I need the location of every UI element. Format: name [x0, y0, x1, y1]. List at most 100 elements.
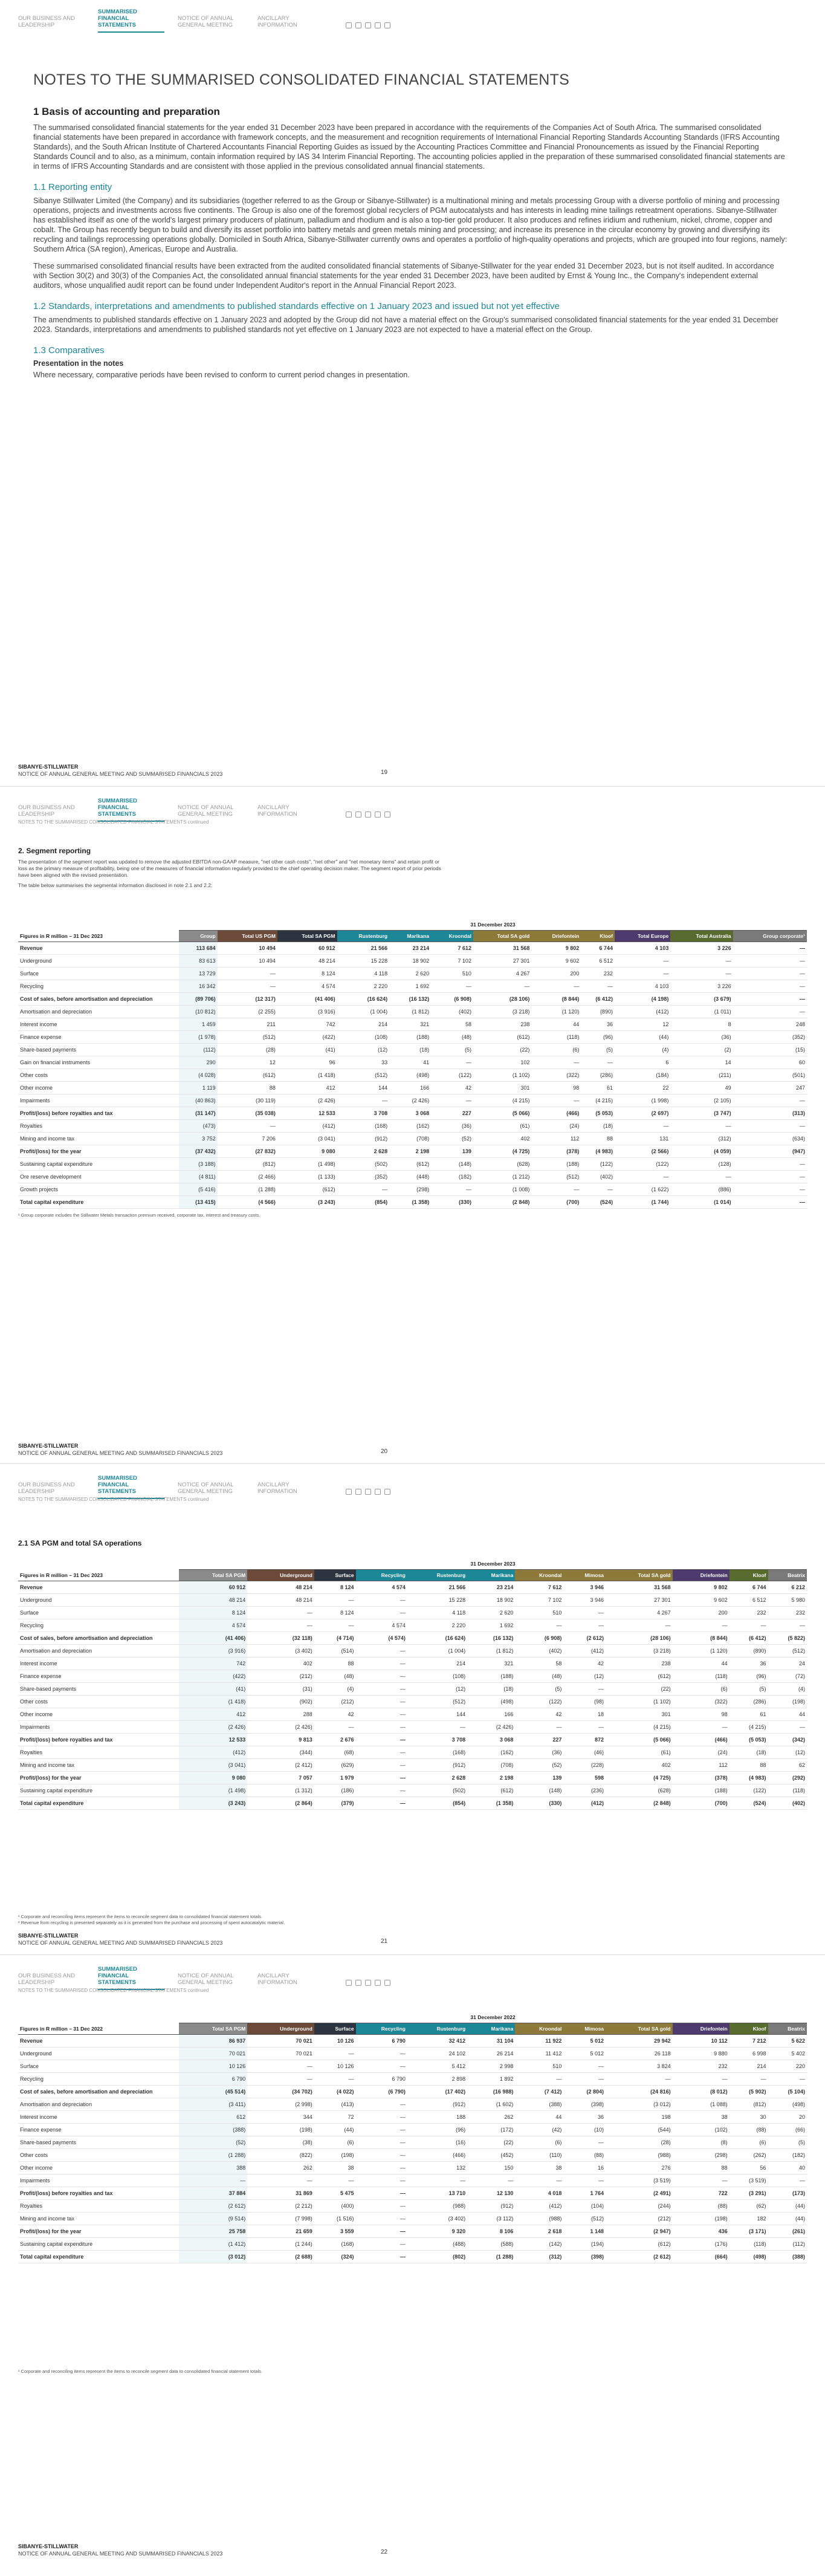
table-cell: (412): [179, 1746, 248, 1759]
nav-icon[interactable]: [375, 812, 381, 818]
table-cell: 11 922: [515, 2034, 564, 2047]
table-cell: (98): [563, 1695, 606, 1708]
nav-tab[interactable]: ANCILLARY INFORMATION: [257, 804, 297, 818]
table-cell: 27 301: [473, 954, 532, 968]
table-row: Underground 83 613 10 494 48 214 15 228 18 90…: [18, 954, 807, 968]
table-cell: 7 206: [217, 1132, 277, 1145]
table-cell: —: [563, 1619, 606, 1632]
table-cell: (2 426): [247, 1720, 314, 1734]
row-label: Total capital expenditure: [18, 1797, 179, 1810]
table-cell: —: [355, 2225, 407, 2238]
table-row: Interest income 1 459 211 742 214 321 58 238 44 3…: [18, 1018, 807, 1031]
nav-icon[interactable]: [384, 22, 390, 28]
nav-icon[interactable]: [365, 1980, 371, 1986]
table-cell: (168): [337, 1119, 390, 1133]
table-cell: —: [314, 2047, 356, 2060]
table-cell: (10): [563, 2123, 606, 2136]
table-cell: 83 613: [179, 954, 218, 968]
table-cell: 86 937: [179, 2034, 248, 2047]
nav-tab[interactable]: NOTICE OF ANNUAL GENERAL MEETING: [178, 1973, 234, 1986]
period-header: 31 December 2023: [179, 919, 807, 931]
table-cell: 44: [515, 2110, 564, 2124]
page-footer: SIBANYE-STILLWATER NOTICE OF ANNUAL GENER…: [18, 1932, 222, 1947]
nav-icon[interactable]: [375, 1980, 381, 1986]
nav-tab[interactable]: SUMMARISED FINANCIAL STATEMENTS: [98, 1475, 164, 1499]
table-cell: (498): [389, 1068, 432, 1082]
table-cell: (4): [314, 1682, 356, 1696]
nav-icon[interactable]: [365, 22, 371, 28]
nav-tab[interactable]: SUMMARISED FINANCIAL STATEMENTS: [98, 1966, 164, 1990]
table-row: Amortisation and depreciation (3 411) (2 9…: [18, 2098, 807, 2111]
table-row: Revenue 60 912 48 214 8 124 4 574 21 566 23 21…: [18, 1581, 807, 1594]
table-cell: (5): [515, 1682, 564, 1696]
column-header: Rustenburg: [407, 1569, 468, 1581]
table-cell: 1 459: [179, 1018, 218, 1031]
table-cell: —: [355, 2174, 407, 2187]
column-header: Kroondal: [431, 930, 473, 942]
table-cell: —: [247, 1619, 314, 1632]
nav-icon[interactable]: [365, 1489, 371, 1495]
table-cell: (10 812): [179, 1005, 218, 1018]
table-cell: (118): [672, 1670, 730, 1683]
table-cell: 8 124: [179, 1606, 248, 1619]
table-cell: 9 813: [247, 1733, 314, 1746]
nav-icon[interactable]: [384, 1980, 390, 1986]
table-cell: 722: [672, 2187, 730, 2200]
nav-icon[interactable]: [384, 1489, 390, 1495]
table-cell: (7 412): [515, 2085, 564, 2098]
nav-tab[interactable]: NOTICE OF ANNUAL GENERAL MEETING: [178, 804, 234, 818]
table-row: Other costs (1 288) (822) (198) — (466) (452)(…: [18, 2148, 807, 2162]
table-cell: 6 744: [581, 942, 615, 955]
table-cell: (96): [581, 1030, 615, 1044]
table-cell: 4 267: [473, 967, 532, 980]
table-cell: 10 112: [672, 2034, 730, 2047]
nav-icon[interactable]: [346, 812, 352, 818]
table-cell: (24): [531, 1119, 581, 1133]
nav-icon[interactable]: [346, 1489, 352, 1495]
nav-icon[interactable]: [365, 812, 371, 818]
table-cell: 402: [473, 1132, 532, 1145]
nav-icon[interactable]: [355, 1489, 361, 1495]
table-cell: 3 708: [407, 1733, 468, 1746]
nav-tab[interactable]: SUMMARISED FINANCIAL STATEMENTS: [98, 8, 164, 33]
table-cell: (473): [179, 1119, 218, 1133]
nav-tab[interactable]: OUR BUSINESS AND LEADERSHIP: [18, 1482, 75, 1495]
nav-icon[interactable]: [355, 22, 361, 28]
row-label: Mining and income tax: [18, 1132, 179, 1145]
nav-tab[interactable]: OUR BUSINESS AND LEADERSHIP: [18, 804, 75, 818]
nav-icon[interactable]: [384, 812, 390, 818]
table-cell: (812): [217, 1157, 277, 1171]
nav-tab[interactable]: ANCILLARY INFORMATION: [257, 1973, 297, 1986]
nav-tab[interactable]: SUMMARISED FINANCIAL STATEMENTS: [98, 798, 164, 822]
nav-icon[interactable]: [375, 22, 381, 28]
nav-icon[interactable]: [355, 812, 361, 818]
table-cell: —: [217, 967, 277, 980]
table-body: Revenue 113 684 10 494 60 912 21 566 23 214 7 …: [18, 942, 807, 1209]
table-cell: (2 864): [247, 1797, 314, 1810]
table-cell: 3 226: [670, 980, 733, 993]
table-cell: 24: [768, 1657, 807, 1670]
nav-icon[interactable]: [355, 1980, 361, 1986]
table-cell: (313): [733, 1107, 807, 1120]
footer-publication: NOTICE OF ANNUAL GENERAL MEETING AND SUM…: [18, 2551, 223, 2557]
table-cell: 742: [179, 1657, 248, 1670]
nav-tab[interactable]: NOTICE OF ANNUAL GENERAL MEETING: [178, 15, 234, 28]
table-cell: (172): [467, 2123, 516, 2136]
nav-tab[interactable]: ANCILLARY INFORMATION: [257, 15, 297, 28]
nav-tab[interactable]: ANCILLARY INFORMATION: [257, 1482, 297, 1495]
table-cell: (12): [563, 1670, 606, 1683]
row-label: Surface: [18, 967, 179, 980]
nav-icon[interactable]: [346, 1980, 352, 1986]
table-cell: 8 106: [467, 2225, 516, 2238]
table-cell: 288: [247, 1708, 314, 1721]
table-cell: 4 574: [179, 1619, 248, 1632]
table-cell: 4 574: [355, 1619, 407, 1632]
nav-tab[interactable]: NOTICE OF ANNUAL GENERAL MEETING: [178, 1482, 234, 1495]
nav-tab[interactable]: OUR BUSINESS AND LEADERSHIP: [18, 1973, 75, 1986]
column-header: Beatrix: [768, 2023, 807, 2035]
table-cell: —: [733, 1183, 807, 1196]
table-cell: (628): [473, 1157, 532, 1171]
nav-icon[interactable]: [346, 22, 352, 28]
nav-icon[interactable]: [375, 1489, 381, 1495]
nav-tab[interactable]: OUR BUSINESS AND LEADERSHIP: [18, 15, 75, 28]
